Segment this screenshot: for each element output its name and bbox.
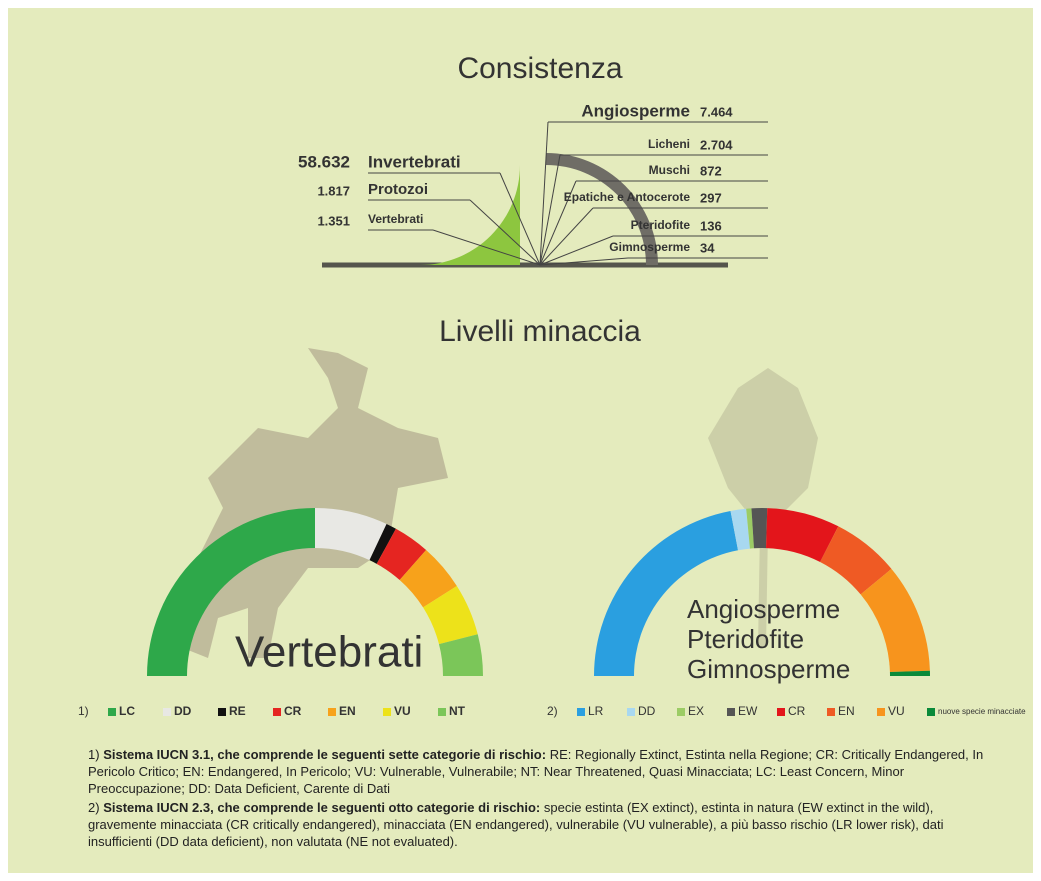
legend-label: EN bbox=[838, 704, 855, 718]
category-label: Pteridofite bbox=[631, 218, 691, 232]
legend-label: DD bbox=[638, 704, 656, 718]
legend-swatch bbox=[677, 708, 685, 716]
chart-label: Vertebrati bbox=[235, 628, 423, 677]
legend-label: LR bbox=[588, 704, 604, 718]
legend-label: RE bbox=[229, 704, 246, 718]
legend-swatch bbox=[438, 708, 446, 716]
section-heading: Livelli minaccia bbox=[439, 315, 641, 348]
ray bbox=[539, 235, 614, 266]
legend-label: nuove specie minacciate bbox=[938, 707, 1026, 716]
legend-swatch bbox=[328, 708, 336, 716]
chart-label: Gimnosperme bbox=[687, 654, 850, 684]
legend-label: LC bbox=[119, 704, 135, 718]
value-label: 7.464 bbox=[700, 104, 733, 119]
ray bbox=[539, 207, 594, 266]
donut-segment bbox=[820, 526, 892, 595]
category-label: Muschi bbox=[649, 163, 690, 177]
category-label: Gimnosperme bbox=[609, 240, 690, 254]
note: 1) Sistema IUCN 3.1, che comprende le se… bbox=[88, 746, 988, 797]
chart-label: Angiosperme bbox=[687, 594, 840, 624]
value-label: 1.351 bbox=[317, 213, 350, 228]
value-label: 297 bbox=[700, 190, 722, 205]
category-label: Protozoi bbox=[368, 181, 428, 198]
legend-label: VU bbox=[394, 704, 411, 718]
goat-silhouette bbox=[183, 348, 448, 658]
category-label: Invertebrati bbox=[368, 152, 461, 171]
legend-swatch bbox=[163, 708, 171, 716]
value-label: 58.632 bbox=[298, 152, 350, 171]
value-label: 1.817 bbox=[317, 183, 350, 198]
legend-label: VU bbox=[888, 704, 905, 718]
legend-swatch bbox=[777, 708, 785, 716]
ray bbox=[539, 180, 577, 266]
category-label: Licheni bbox=[648, 137, 690, 151]
value-label: 34 bbox=[700, 240, 715, 255]
legend-label: EW bbox=[738, 704, 758, 718]
legend-label: CR bbox=[284, 704, 302, 718]
donut-segment bbox=[376, 528, 427, 580]
ray bbox=[539, 257, 629, 266]
ray bbox=[499, 172, 541, 266]
legend-prefix: 2) bbox=[547, 704, 558, 718]
ray bbox=[469, 199, 541, 266]
legend-prefix: 1) bbox=[78, 704, 89, 718]
ray bbox=[432, 229, 541, 266]
ray bbox=[539, 121, 549, 266]
value-label: 2.704 bbox=[700, 137, 733, 152]
legend-swatch bbox=[383, 708, 391, 716]
fan-band bbox=[420, 165, 520, 265]
note-prefix: 1) bbox=[88, 747, 100, 762]
note: 2) Sistema IUCN 2.3, che comprende le se… bbox=[88, 799, 988, 850]
donut-segment bbox=[369, 523, 396, 564]
value-label: 136 bbox=[700, 218, 722, 233]
legend-swatch bbox=[627, 708, 635, 716]
note-lead: Sistema IUCN 2.3, che comprende le segue… bbox=[103, 800, 541, 815]
legend-swatch bbox=[273, 708, 281, 716]
note-text: RE: Regionally Extinct, Estinta nella Re… bbox=[88, 747, 984, 796]
chart-label: Pteridofite bbox=[687, 624, 804, 654]
donut-segment bbox=[860, 568, 930, 672]
legend-label: DD bbox=[174, 704, 192, 718]
category-label: Angiosperme bbox=[581, 101, 690, 120]
donut-segment bbox=[438, 634, 483, 676]
donut-segment bbox=[594, 510, 739, 676]
note-lead: Sistema IUCN 3.1, che comprende le segue… bbox=[103, 747, 547, 762]
donut-segment bbox=[746, 508, 754, 549]
value-label: 872 bbox=[700, 163, 722, 178]
infographic: Consistenza Livelli minaccia Invertebrat… bbox=[8, 8, 1033, 873]
legend-label: EN bbox=[339, 704, 356, 718]
note-text: specie estinta (EX extinct), estinta in … bbox=[88, 800, 944, 849]
legend-label: CR bbox=[788, 704, 806, 718]
legend-label: NT bbox=[449, 704, 466, 718]
donut-segment bbox=[730, 508, 750, 551]
tree-silhouette bbox=[708, 368, 818, 648]
legend-swatch bbox=[877, 708, 885, 716]
legend-swatch bbox=[827, 708, 835, 716]
donut-segment bbox=[889, 670, 930, 676]
legend-label: EX bbox=[688, 704, 704, 718]
donut-segment bbox=[147, 508, 315, 676]
fan-band bbox=[546, 153, 658, 265]
legend-swatch bbox=[727, 708, 735, 716]
donut-segment bbox=[766, 508, 839, 562]
category-label: Vertebrati bbox=[368, 212, 423, 226]
chart: Consistenza Livelli minaccia Invertebrat… bbox=[78, 52, 1026, 718]
note-prefix: 2) bbox=[88, 800, 100, 815]
donut-segment bbox=[315, 508, 387, 561]
donut-segment bbox=[751, 507, 768, 549]
category-label: Epatiche e Antocerote bbox=[564, 190, 691, 204]
donut-segment bbox=[399, 549, 457, 608]
legend-swatch bbox=[577, 708, 585, 716]
ray bbox=[539, 154, 561, 266]
notes: 1) Sistema IUCN 3.1, che comprende le se… bbox=[88, 746, 988, 852]
chart-title: Consistenza bbox=[457, 52, 622, 85]
legend-swatch bbox=[108, 708, 116, 716]
legend-swatch bbox=[927, 708, 935, 716]
donut-segment bbox=[423, 585, 478, 645]
legend-swatch bbox=[218, 708, 226, 716]
